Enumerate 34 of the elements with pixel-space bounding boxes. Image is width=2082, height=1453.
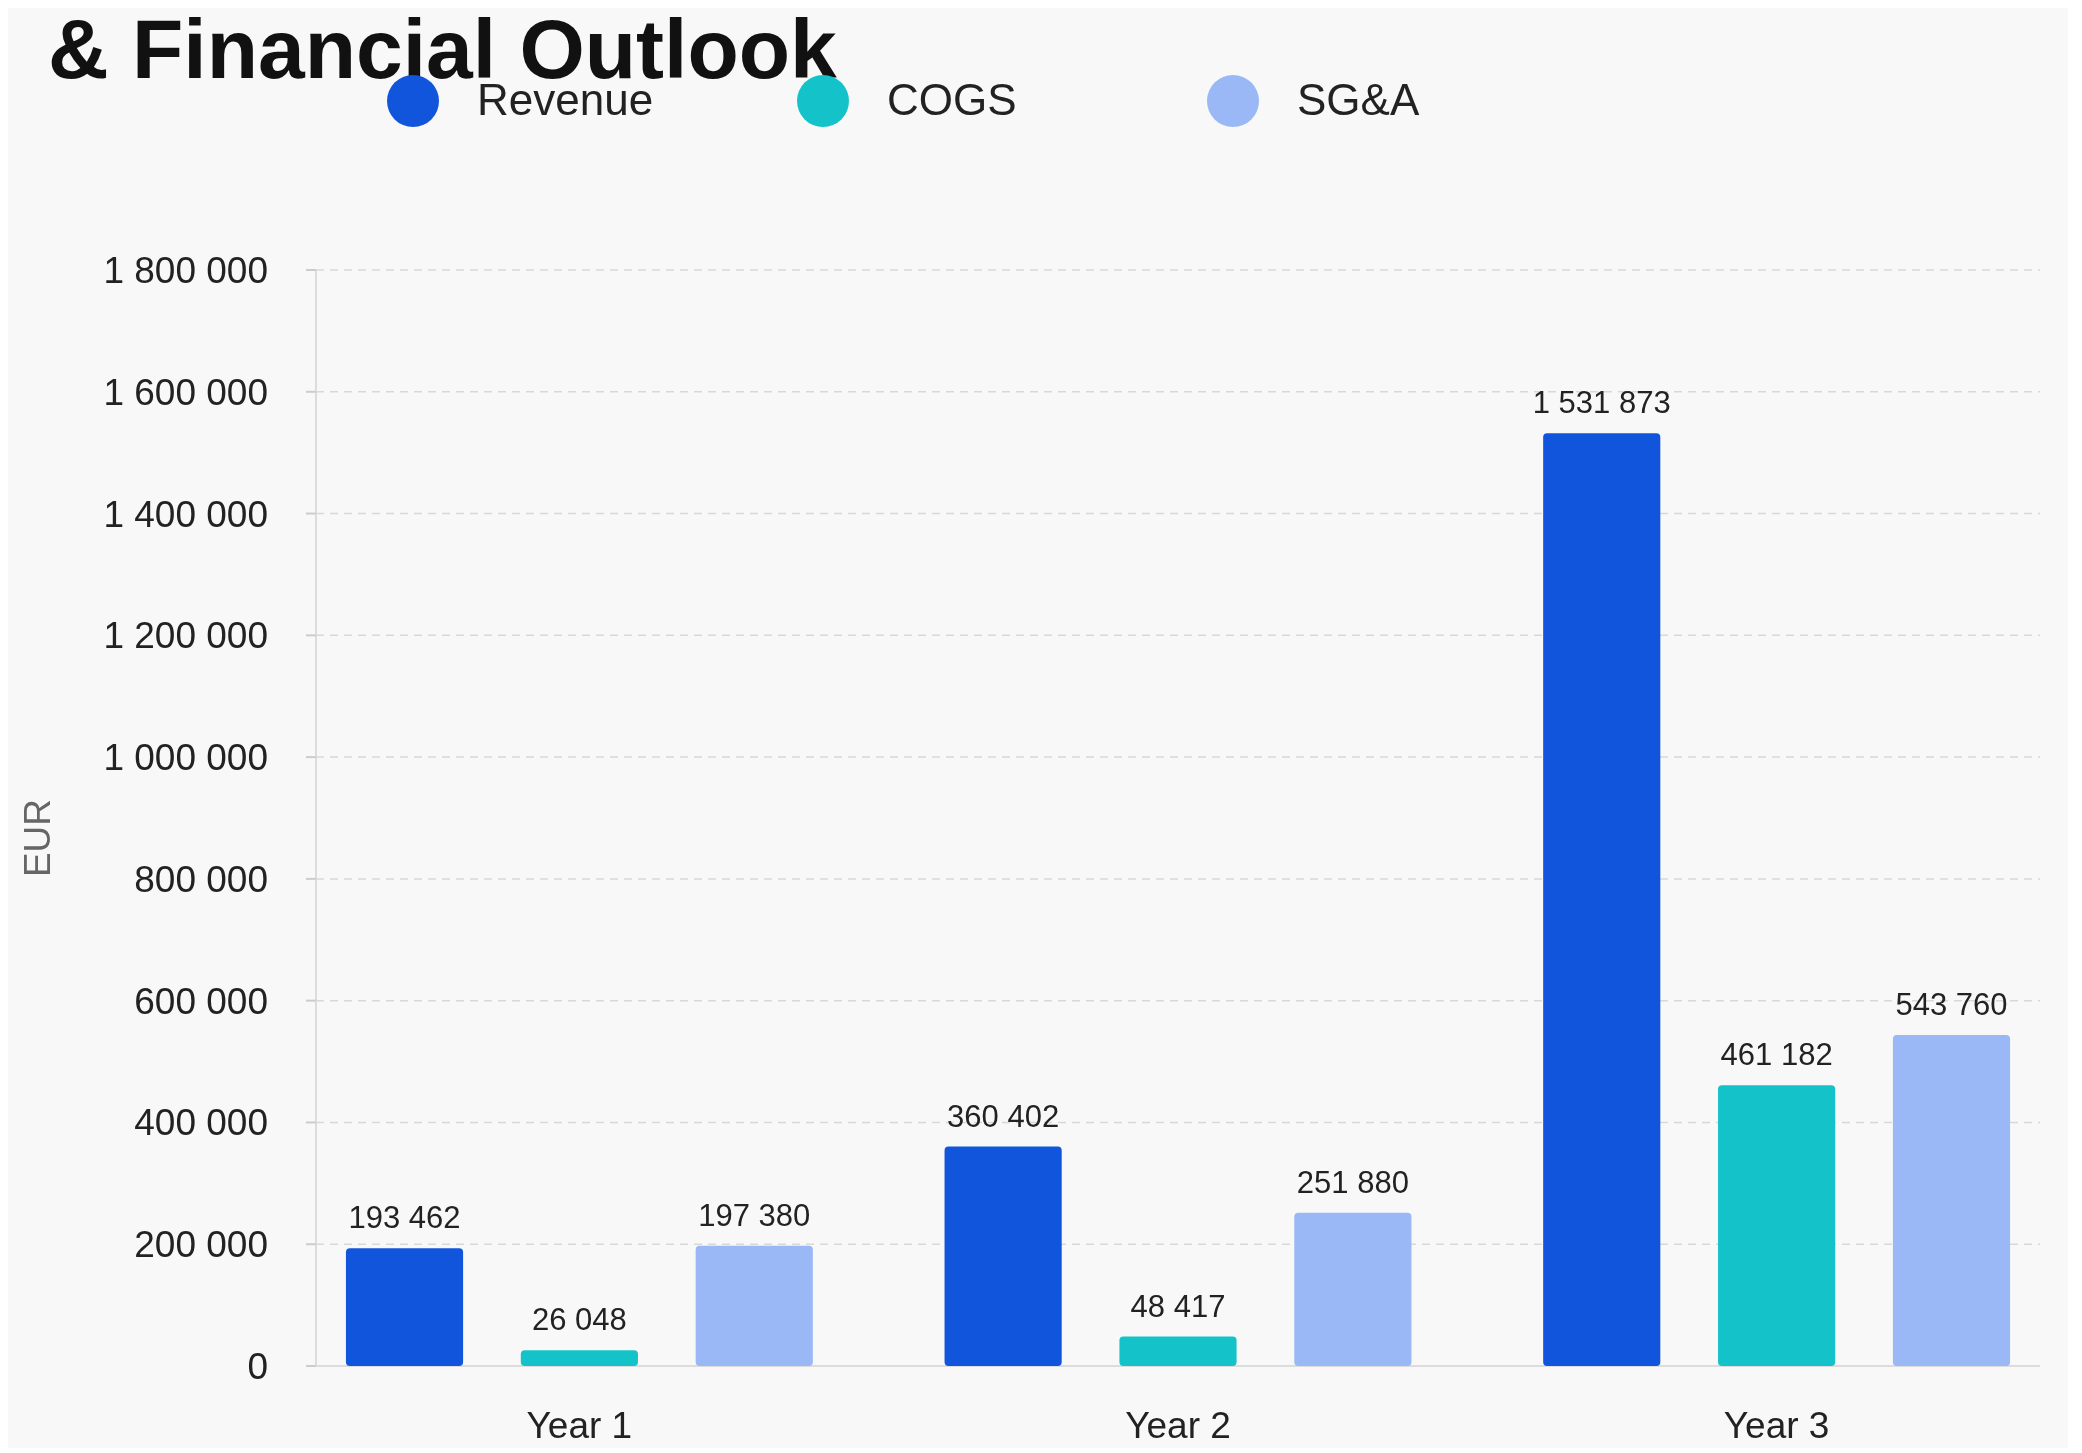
bar [944, 1146, 1062, 1367]
y-tick-label: 1 000 000 [103, 737, 268, 779]
bar [1119, 1336, 1237, 1366]
bar [520, 1350, 638, 1366]
data-label: 1 531 873 [1532, 385, 1671, 421]
y-tick-label: 1 400 000 [103, 493, 268, 535]
y-tick-label: 1 600 000 [103, 371, 268, 413]
data-label: 461 182 [1720, 1037, 1833, 1073]
bar [1718, 1085, 1836, 1366]
data-label: 48 417 [1130, 1288, 1226, 1324]
y-tick-label: 200 000 [134, 1224, 268, 1266]
y-tick-label: 400 000 [134, 1102, 268, 1144]
legend-label: COGS [887, 75, 1017, 124]
y-tick-label: 0 [247, 1345, 268, 1387]
data-label: 197 380 [698, 1197, 811, 1233]
y-tick-label: 1 800 000 [103, 249, 268, 291]
data-label: 360 402 [947, 1098, 1060, 1134]
y-tick-label: 600 000 [134, 980, 268, 1022]
data-label: 543 760 [1895, 986, 2008, 1022]
bar [1892, 1034, 2011, 1366]
data-label: 26 048 [531, 1302, 627, 1338]
x-tick-label: Year 2 [1125, 1405, 1231, 1446]
legend-label: SG&A [1297, 75, 1420, 124]
bar [695, 1245, 813, 1366]
x-tick-label: Year 1 [526, 1405, 633, 1446]
bar [1543, 433, 1661, 1366]
bar [1294, 1212, 1412, 1366]
x-tick-label: Year 3 [1723, 1405, 1830, 1446]
y-tick-label: 800 000 [134, 858, 268, 900]
y-axis-title: EUR [17, 798, 58, 878]
data-label: 251 880 [1296, 1164, 1409, 1200]
y-tick-label: 1 200 000 [103, 615, 268, 657]
bar [345, 1248, 464, 1366]
data-label: 193 462 [348, 1200, 461, 1236]
